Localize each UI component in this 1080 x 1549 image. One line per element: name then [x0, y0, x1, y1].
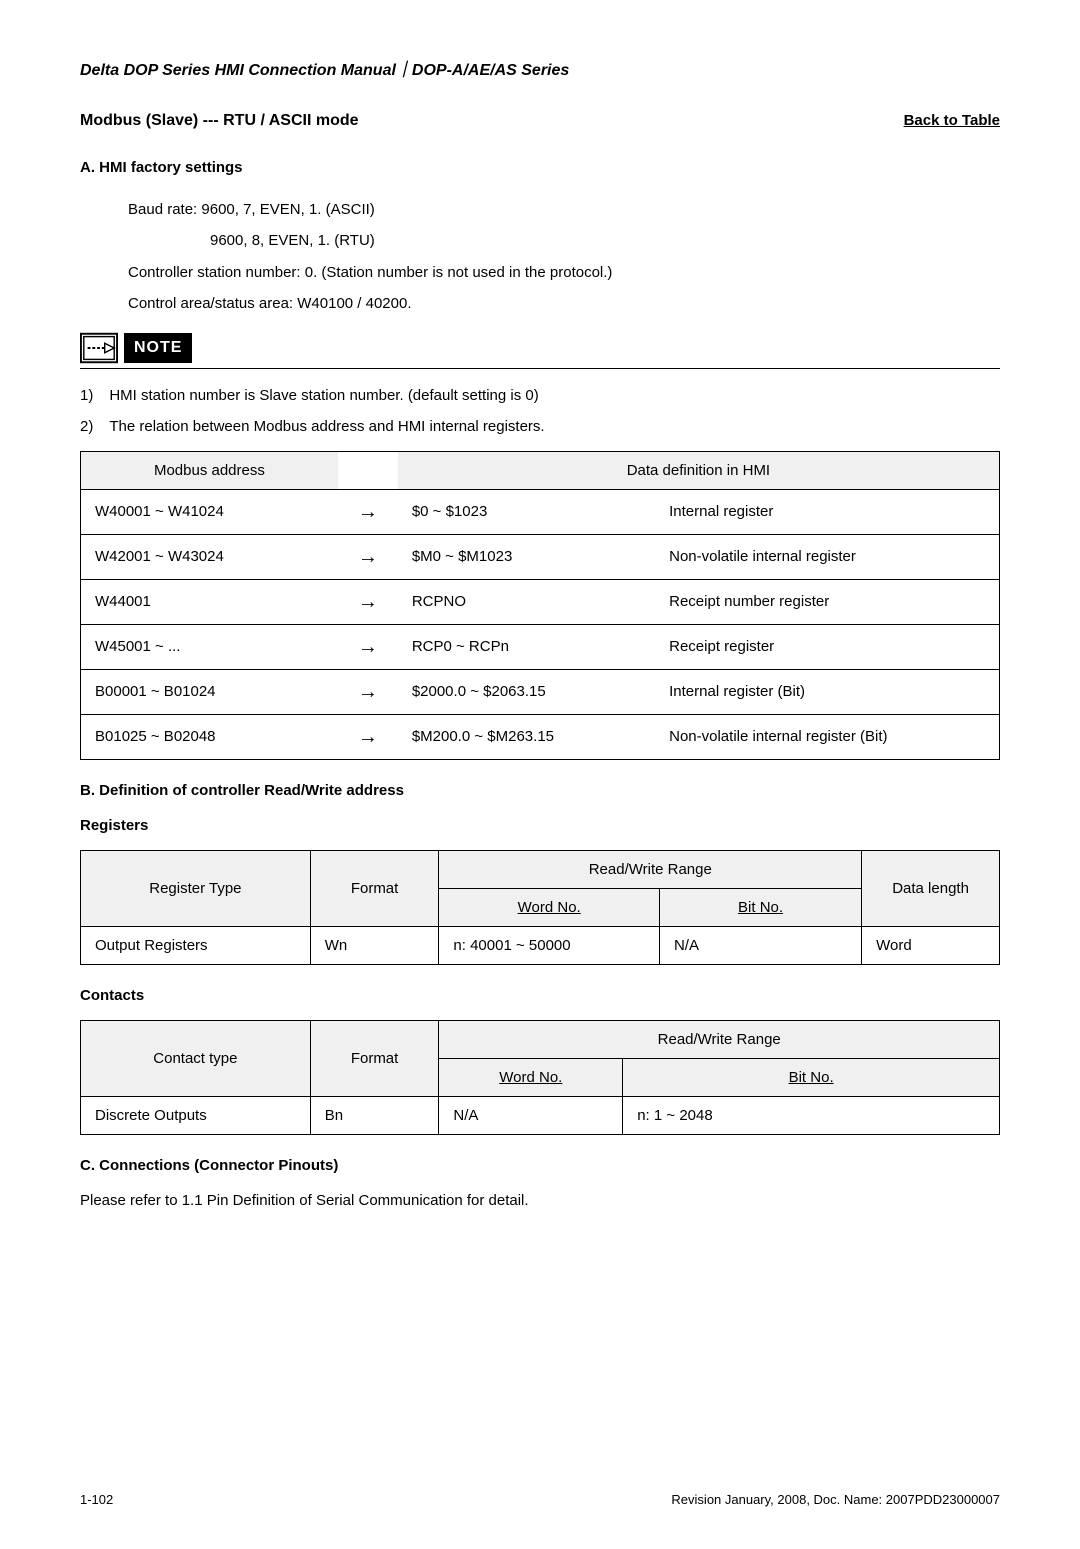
cell-addr: W45001 ~ ...	[81, 624, 338, 669]
registers-h4: Data length	[862, 850, 1000, 926]
arrow-icon: →	[338, 624, 398, 669]
cell-addr: W42001 ~ W43024	[81, 534, 338, 579]
mapping-header-hmi: Data definition in HMI	[398, 451, 1000, 489]
cell-desc: Internal register	[655, 489, 999, 534]
cell-desc: Receipt number register	[655, 579, 999, 624]
arrow-icon: →	[338, 489, 398, 534]
table-row: W42001 ~ W43024→$M0 ~ $M1023Non-volatile…	[81, 534, 1000, 579]
note-box: NOTE	[80, 332, 1000, 364]
arrow-icon: →	[338, 579, 398, 624]
note-num-1: 1)	[80, 385, 93, 406]
mapping-header-gap	[338, 451, 398, 489]
section-b-head: B. Definition of controller Read/Write a…	[80, 780, 1000, 801]
table-row: W45001 ~ ...→RCP0 ~ RCPnReceipt register	[81, 624, 1000, 669]
control-area-line: Control area/status area: W40100 / 40200…	[128, 288, 1000, 320]
page-footer: 1-102 Revision January, 2008, Doc. Name:…	[80, 1491, 1000, 1509]
cell-desc: Receipt register	[655, 624, 999, 669]
mapping-header-modbus: Modbus address	[81, 451, 338, 489]
cell-def: $M200.0 ~ $M263.15	[398, 714, 655, 759]
title-row: Modbus (Slave) --- RTU / ASCII mode Back…	[80, 110, 1000, 132]
concell: n: 1 ~ 2048	[623, 1096, 1000, 1134]
cell-addr: B00001 ~ B01024	[81, 669, 338, 714]
baud-line-1: Baud rate: 9600, 7, EVEN, 1. (ASCII)	[128, 194, 1000, 226]
arrow-icon: →	[338, 714, 398, 759]
cell-def: RCP0 ~ RCPn	[398, 624, 655, 669]
note-arrow-icon	[80, 332, 118, 364]
regcell: Word	[862, 926, 1000, 964]
cell-def: $0 ~ $1023	[398, 489, 655, 534]
note-text-2: The relation between Modbus address and …	[109, 416, 544, 437]
note-label: NOTE	[124, 333, 192, 363]
note-text-1: HMI station number is Slave station numb…	[109, 385, 538, 406]
cell-def: $2000.0 ~ $2063.15	[398, 669, 655, 714]
cell-desc: Non-volatile internal register (Bit)	[655, 714, 999, 759]
note-num-2: 2)	[80, 416, 93, 437]
regcell: N/A	[659, 926, 861, 964]
contacts-h3: Read/Write Range	[439, 1020, 1000, 1058]
back-to-table-link[interactable]: Back to Table	[904, 110, 1000, 131]
contacts-h3b: Bit No.	[623, 1058, 1000, 1096]
table-row: W44001→RCPNOReceipt number register	[81, 579, 1000, 624]
table-row: Discrete Outputs Bn N/A n: 1 ~ 2048	[81, 1096, 1000, 1134]
cell-def: $M0 ~ $M1023	[398, 534, 655, 579]
registers-h2: Format	[310, 850, 439, 926]
arrow-icon: →	[338, 534, 398, 579]
regcell: Output Registers	[81, 926, 311, 964]
page-section-title: Modbus (Slave) --- RTU / ASCII mode	[80, 110, 359, 132]
table-row: B01025 ~ B02048→$M200.0 ~ $M263.15Non-vo…	[81, 714, 1000, 759]
cell-addr: B01025 ~ B02048	[81, 714, 338, 759]
cell-def: RCPNO	[398, 579, 655, 624]
note-item-2: 2) The relation between Modbus address a…	[80, 416, 1000, 437]
table-row: B00001 ~ B01024→$2000.0 ~ $2063.15Intern…	[81, 669, 1000, 714]
section-a-head: A. HMI factory settings	[80, 157, 1000, 178]
contacts-header-row-1: Contact type Format Read/Write Range	[81, 1020, 1000, 1058]
registers-title: Registers	[80, 815, 1000, 836]
notes-list: 1) HMI station number is Slave station n…	[80, 385, 1000, 437]
contacts-h3a: Word No.	[439, 1058, 623, 1096]
registers-header-row-1: Register Type Format Read/Write Range Da…	[81, 850, 1000, 888]
contacts-title: Contacts	[80, 985, 1000, 1006]
contacts-table: Contact type Format Read/Write Range Wor…	[80, 1020, 1000, 1135]
registers-h3: Read/Write Range	[439, 850, 862, 888]
baud-line-2: 9600, 8, EVEN, 1. (RTU)	[210, 225, 1000, 257]
footer-page-num: 1-102	[80, 1491, 113, 1509]
cell-addr: W40001 ~ W41024	[81, 489, 338, 534]
registers-h1: Register Type	[81, 850, 311, 926]
note-item-1: 1) HMI station number is Slave station n…	[80, 385, 1000, 406]
controller-station-line: Controller station number: 0. (Station n…	[128, 257, 1000, 289]
header-title: Delta DOP Series HMI Connection Manual｜D…	[80, 60, 1000, 82]
footer-revision: Revision January, 2008, Doc. Name: 2007P…	[671, 1491, 1000, 1509]
mapping-header-row: Modbus address Data definition in HMI	[81, 451, 1000, 489]
contacts-h1: Contact type	[81, 1020, 311, 1096]
mapping-table: Modbus address Data definition in HMI W4…	[80, 451, 1000, 760]
cell-desc: Non-volatile internal register	[655, 534, 999, 579]
regcell: n: 40001 ~ 50000	[439, 926, 660, 964]
concell: Discrete Outputs	[81, 1096, 311, 1134]
concell: Bn	[310, 1096, 439, 1134]
registers-h3a: Word No.	[439, 888, 660, 926]
table-row: Output Registers Wn n: 40001 ~ 50000 N/A…	[81, 926, 1000, 964]
section-c-head: C. Connections (Connector Pinouts)	[80, 1155, 1000, 1176]
note-divider	[80, 368, 1000, 369]
registers-table: Register Type Format Read/Write Range Da…	[80, 850, 1000, 965]
cell-desc: Internal register (Bit)	[655, 669, 999, 714]
section-c-text: Please refer to 1.1 Pin Definition of Se…	[80, 1190, 1000, 1211]
concell: N/A	[439, 1096, 623, 1134]
contacts-h2: Format	[310, 1020, 439, 1096]
cell-addr: W44001	[81, 579, 338, 624]
arrow-icon: →	[338, 669, 398, 714]
registers-h3b: Bit No.	[659, 888, 861, 926]
regcell: Wn	[310, 926, 439, 964]
table-row: W40001 ~ W41024→$0 ~ $1023Internal regis…	[81, 489, 1000, 534]
